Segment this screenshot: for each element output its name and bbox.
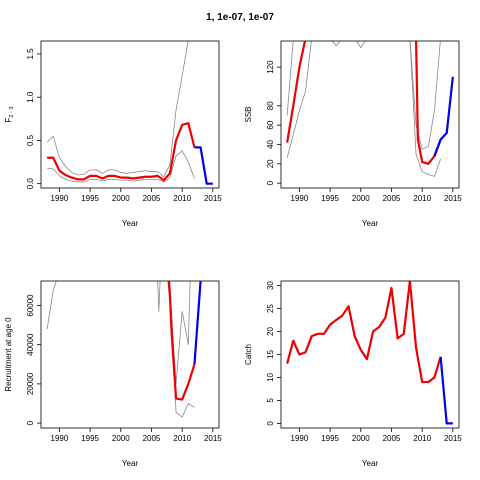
catch-y-tick-label: 0 [266,421,275,426]
catch-y-tick-label: 5 [266,398,275,403]
rec-x-tick-label: 2005 [143,434,161,443]
catch-x-tick-label: 2010 [413,434,431,443]
f-lower-line [47,150,195,183]
rec-plot-frame [40,280,220,429]
ssb-y-tick-label: 0 [266,180,275,185]
rec-estimate-line [167,281,196,401]
f-x-tick-label: 2010 [173,194,191,203]
catch-x-tick-label: 2000 [352,434,370,443]
ssb-y-tick-label: 80 [266,101,275,110]
ssb-x-tick-label: 2010 [413,194,431,203]
catch-y-tick-label: 30 [266,281,275,290]
catch-estimate-line [286,281,442,384]
catch-y-tick-label: 10 [266,372,275,381]
rec-y-tick-label: 0 [26,420,35,425]
f-x-tick-label: 2005 [143,194,161,203]
rec-y-tick-label: 20000 [26,372,35,395]
ssb-series [286,41,454,177]
rec-x-axis-label: Year [122,459,139,468]
f-y-tick-label: 0.5 [26,134,35,146]
catch-forecast-line [439,356,453,425]
catch-x-axis-label: Year [362,459,379,468]
rec-y-axis-label: Recruitment at age 0 [4,317,13,392]
rec-upper-line [46,281,57,330]
ssb-x-tick-label: 2015 [444,194,462,203]
f-y-axis-label: F2 - 3 [4,107,15,123]
ssb-x-tick-label: 1990 [291,194,309,203]
catch-y-tick-label: 25 [266,304,275,313]
panel-f: 1990 1995 2000 2005 2010 2015 0.0 0.5 1.0 1.5 Year… [4,40,222,228]
ssb-estimate-line [286,41,442,165]
f-x-tick-label: 2015 [204,194,222,203]
rec-upper2-line [157,281,161,312]
ssb-y-tick-label: 60 [266,120,275,129]
ssb-y-tick-label: 120 [266,60,275,74]
f-y-tick-label: 1.5 [26,48,35,60]
f-series [46,41,213,185]
catch-plot-frame [280,280,460,429]
catch-y-axis-label: Catch [244,344,253,365]
ssb-x-tick-label: 2000 [352,194,370,203]
f-forecast-line [194,146,213,185]
f-estimate-line [47,122,196,182]
ssb-y-axis-label: SSB [244,106,253,122]
f-x-axis-label: Year [122,219,139,228]
ssb-x-axis-label: Year [362,219,379,228]
rec-x-tick-label: 1995 [81,434,99,443]
ssb-x-tick-label: 2005 [383,194,401,203]
f-x-tick-label: 1995 [81,194,99,203]
f-upper-line [46,41,189,178]
ssb-y-tick-label: 40 [266,139,275,148]
ssb-plot-frame [280,40,460,189]
figure-title: 1, 1e-07, 1e-07 [206,12,274,23]
catch-x-tick-label: 2005 [383,434,401,443]
rec-y-tick-label: 60000 [26,294,35,317]
f-x-tick-label: 2000 [112,194,130,203]
rec-x-tick-label: 2015 [204,434,222,443]
f-plot-frame [40,40,220,189]
catch-y-tick-label: 20 [266,327,275,336]
panel-catch: 1990 1995 2000 2005 2010 2015 0 5 10 15 20 25 30 Year… [244,281,462,468]
catch-x-tick-label: 1995 [321,434,339,443]
catch-x-tick-label: 1990 [291,434,309,443]
f-y-axis-label-subscript: 2 - 3 [9,107,15,118]
f-x-tick-label: 1990 [51,194,69,203]
ssb-x-tick-label: 1995 [321,194,339,203]
panel-recruitment: 1990 1995 2000 2005 2010 2015 0 20000 40000 60000… [4,280,222,468]
rec-x-tick-label: 2000 [112,434,130,443]
catch-x-tick-label: 2015 [444,434,462,443]
rec-forecast-line [193,281,202,365]
ssb-lower-line [286,41,441,177]
catch-y-tick-label: 15 [266,350,275,359]
rec-x-tick-label: 2010 [173,434,191,443]
ssb-y-tick-label: 20 [266,159,275,168]
panel-ssb: 1990 1995 2000 2005 2010 2015 0 20 40 60 80 120 Year… [244,40,462,228]
ssb-upper-line [286,41,441,150]
rec-y-tick-label: 40000 [26,333,35,356]
f-y-tick-label: 1.0 [26,91,35,103]
rec-x-tick-label: 1990 [51,434,69,443]
ssb-forecast-line [433,76,454,157]
rec-series [46,281,202,418]
catch-series [286,281,453,425]
f-y-tick-label: 0.0 [26,178,35,190]
